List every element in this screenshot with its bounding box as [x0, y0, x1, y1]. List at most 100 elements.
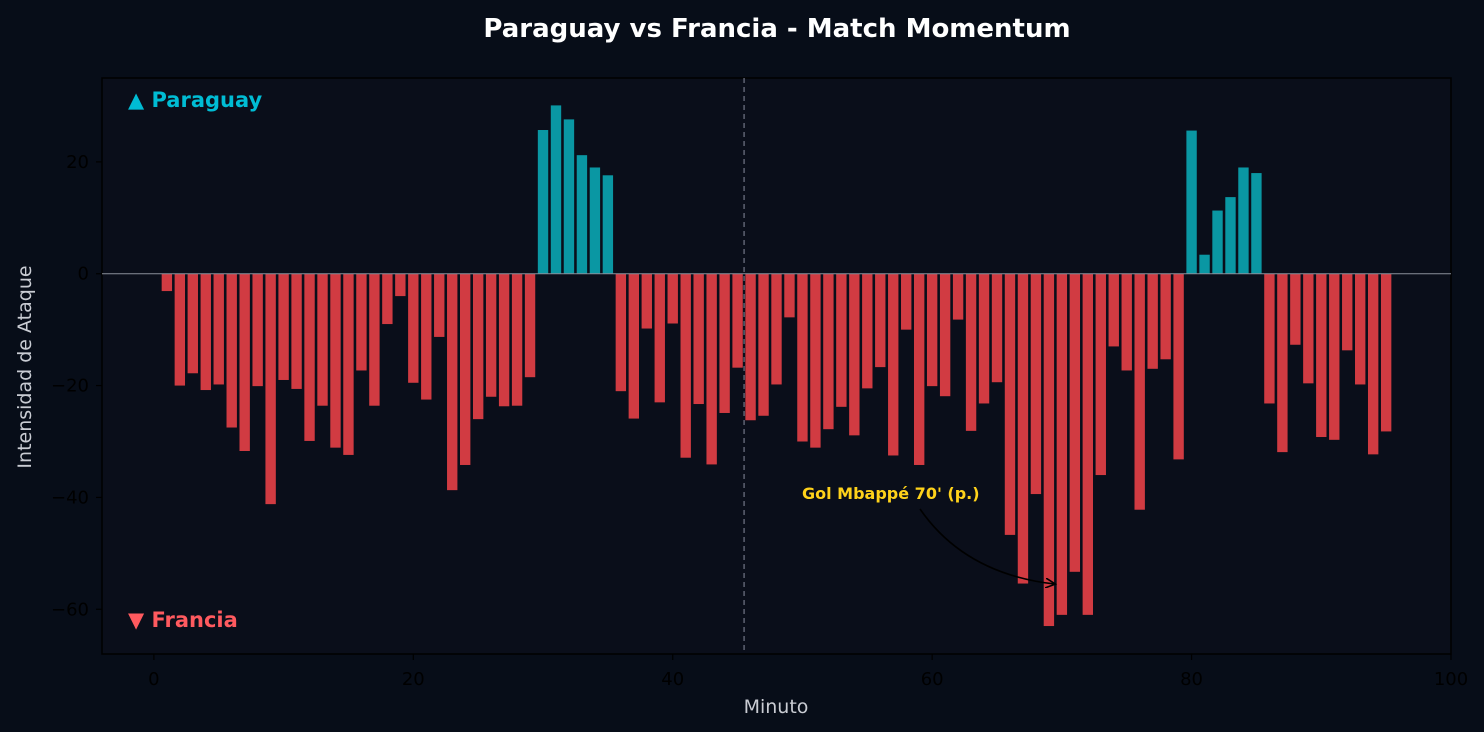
bar-francia-min-9	[265, 273, 276, 505]
bar-francia-min-65	[991, 273, 1003, 383]
bar-francia-min-36	[615, 273, 627, 392]
bar-francia-min-46	[745, 273, 756, 421]
bar-paraguay-min-83	[1225, 197, 1236, 274]
bar-francia-min-53	[836, 273, 847, 407]
bar-francia-min-71	[1069, 273, 1081, 572]
goal-annotation-label: Gol Mbappé 70' (p.)	[802, 484, 980, 503]
bar-paraguay-min-85	[1251, 173, 1262, 274]
bar-francia-min-23	[447, 273, 458, 491]
x-tick-label: 80	[1180, 669, 1203, 690]
bar-francia-min-70	[1056, 273, 1068, 615]
bar-francia-min-27	[498, 273, 510, 407]
bar-francia-min-56	[875, 273, 886, 368]
bar-francia-min-3	[187, 273, 198, 374]
legend-francia: ▼ Francia	[128, 608, 238, 632]
bar-francia-min-49	[784, 273, 795, 318]
bar-francia-min-62	[952, 273, 964, 320]
bar-francia-min-8	[252, 273, 263, 387]
bar-francia-min-68	[1030, 273, 1042, 495]
bar-francia-min-67	[1017, 273, 1029, 584]
bar-paraguay-min-31	[550, 105, 562, 274]
x-tick-label: 40	[661, 669, 684, 690]
y-tick-label: 20	[66, 152, 89, 173]
bars-group	[161, 105, 1392, 627]
bar-francia-min-76	[1134, 273, 1145, 510]
bar-francia-min-55	[862, 273, 873, 389]
bar-francia-min-47	[758, 273, 769, 416]
x-tick-label: 0	[148, 669, 159, 690]
bar-francia-min-61	[939, 273, 951, 397]
bar-francia-min-21	[421, 273, 432, 400]
y-tick-label: −60	[51, 599, 89, 620]
bar-francia-min-6	[226, 273, 237, 428]
goal-annotation-arrow	[919, 508, 1055, 584]
bar-francia-min-1	[161, 273, 173, 292]
bar-francia-min-14	[330, 273, 341, 448]
bar-paraguay-min-32	[563, 119, 575, 274]
bar-francia-min-50	[797, 273, 808, 442]
bar-francia-min-79	[1173, 273, 1184, 460]
bar-paraguay-min-35	[602, 175, 614, 274]
bar-francia-min-51	[810, 273, 821, 448]
bar-francia-min-17	[369, 273, 380, 406]
x-axis-ticks: 0 20 40 60 80 100	[148, 654, 1468, 690]
bar-francia-min-52	[823, 273, 834, 430]
bar-francia-min-26	[485, 273, 497, 397]
y-tick-label: −20	[51, 376, 89, 397]
bar-francia-min-7	[239, 273, 250, 451]
bar-francia-min-18	[382, 273, 393, 325]
bar-francia-min-39	[654, 273, 665, 403]
bar-paraguay-min-84	[1238, 167, 1249, 274]
x-tick-label: 20	[402, 669, 425, 690]
bar-francia-min-91	[1329, 273, 1340, 440]
bar-francia-min-86	[1264, 273, 1275, 404]
bar-francia-min-2	[174, 273, 186, 386]
bar-francia-min-64	[978, 273, 990, 404]
bar-francia-min-75	[1121, 273, 1132, 371]
bar-francia-min-10	[278, 273, 289, 380]
bar-francia-min-95	[1380, 273, 1392, 432]
bar-francia-min-94	[1367, 273, 1379, 455]
bar-francia-min-73	[1095, 273, 1106, 476]
bar-francia-min-24	[460, 273, 471, 465]
bar-francia-min-43	[706, 273, 717, 465]
bar-paraguay-min-30	[537, 130, 549, 274]
x-axis-label: Minuto	[744, 696, 809, 718]
y-tick-label: −40	[51, 487, 89, 508]
bar-francia-min-45	[732, 273, 743, 368]
bar-paraguay-min-82	[1212, 210, 1223, 274]
bar-francia-min-58	[901, 273, 912, 330]
bar-francia-min-48	[771, 273, 782, 385]
bar-francia-min-66	[1004, 273, 1016, 535]
bar-francia-min-29	[524, 273, 536, 378]
bar-francia-min-42	[693, 273, 704, 405]
bar-paraguay-min-81	[1199, 254, 1210, 274]
y-axis-ticks: −60 −40 −20 0 20	[51, 152, 102, 620]
bar-francia-min-54	[849, 273, 860, 436]
bar-francia-min-12	[304, 273, 315, 441]
x-tick-label: 60	[921, 669, 944, 690]
bar-francia-min-13	[317, 273, 328, 406]
y-tick-label: 0	[78, 264, 89, 285]
bar-francia-min-89	[1303, 273, 1314, 384]
bar-francia-min-74	[1108, 273, 1119, 347]
bar-francia-min-19	[395, 273, 406, 297]
bar-francia-min-15	[343, 273, 354, 455]
bar-francia-min-77	[1147, 273, 1158, 369]
bar-francia-min-20	[408, 273, 419, 383]
y-axis-label: Intensidad de Ataque	[14, 265, 36, 468]
bar-francia-min-40	[667, 273, 678, 324]
bar-francia-min-87	[1277, 273, 1288, 453]
bar-francia-min-60	[926, 273, 938, 387]
bar-francia-min-44	[719, 273, 730, 413]
bar-francia-min-63	[965, 273, 977, 431]
bar-paraguay-min-80	[1186, 130, 1197, 274]
bar-francia-min-59	[913, 273, 925, 465]
legend-paraguay: ▲ Paraguay	[128, 88, 262, 112]
x-tick-label: 100	[1434, 669, 1468, 690]
bar-francia-min-78	[1160, 273, 1171, 360]
bar-francia-min-57	[888, 273, 899, 456]
bar-francia-min-93	[1355, 273, 1366, 385]
chart-title: Paraguay vs Francia - Match Momentum	[483, 14, 1070, 44]
